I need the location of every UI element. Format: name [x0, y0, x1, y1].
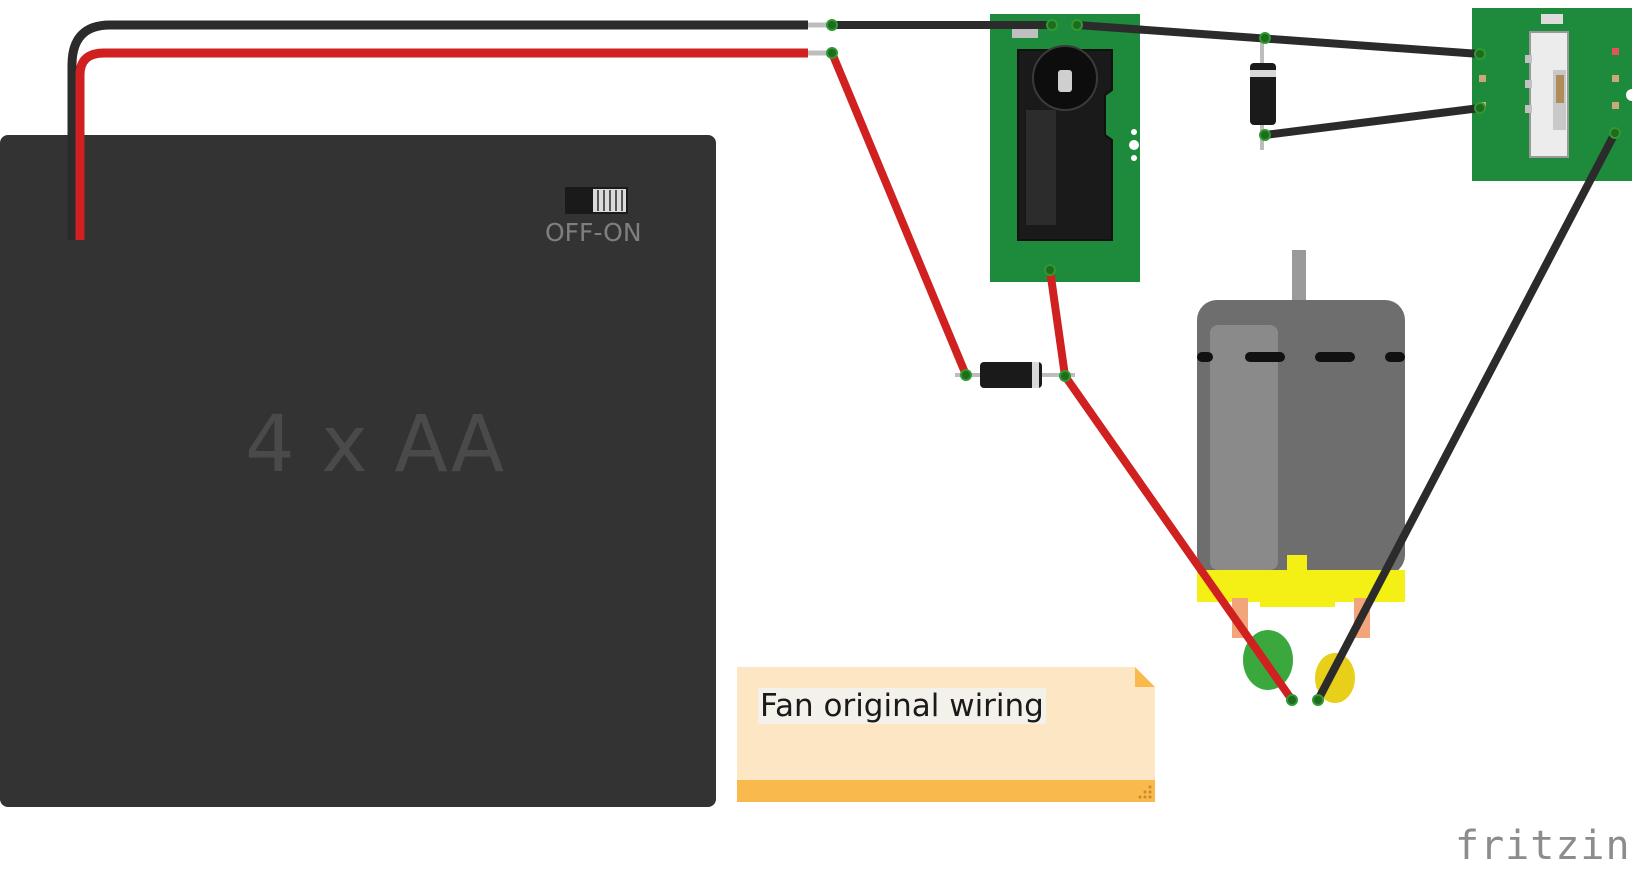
- wire-black-to-switch[interactable]: [1073, 21, 1484, 58]
- fritzing-logo: fritzing: [1455, 823, 1632, 869]
- motor-shaft: [1292, 250, 1306, 305]
- wire-jack-to-diode[interactable]: [1046, 266, 1069, 380]
- dc-motor[interactable]: [1197, 250, 1405, 703]
- battery-leads: [67, 20, 830, 240]
- wire-switch-to-motor[interactable]: [1314, 129, 1619, 704]
- connector-dots: [826, 19, 1621, 706]
- note-text: Fan original wiring: [758, 688, 1046, 724]
- wire-diode-to-motor[interactable]: [1061, 372, 1296, 704]
- battery-red-lead[interactable]: [75, 48, 808, 240]
- battery-body: [0, 135, 716, 807]
- battery-switch[interactable]: [565, 187, 628, 214]
- battery-switch-label: OFF-ON: [545, 218, 642, 247]
- wire-red-to-diode[interactable]: [828, 49, 970, 379]
- slide-switch-body[interactable]: [1529, 31, 1569, 158]
- battery-label: 4 x AA: [245, 400, 506, 490]
- battery-black-lead[interactable]: [67, 20, 808, 240]
- slide-switch-board: [1472, 8, 1632, 181]
- battery-pack: [0, 135, 716, 807]
- note-strip: [737, 780, 1155, 802]
- dc-jack-board: [990, 14, 1140, 282]
- diode-lower[interactable]: [955, 362, 1075, 388]
- wire-diode-to-switch[interactable]: [1261, 104, 1484, 139]
- wires: [828, 21, 1619, 704]
